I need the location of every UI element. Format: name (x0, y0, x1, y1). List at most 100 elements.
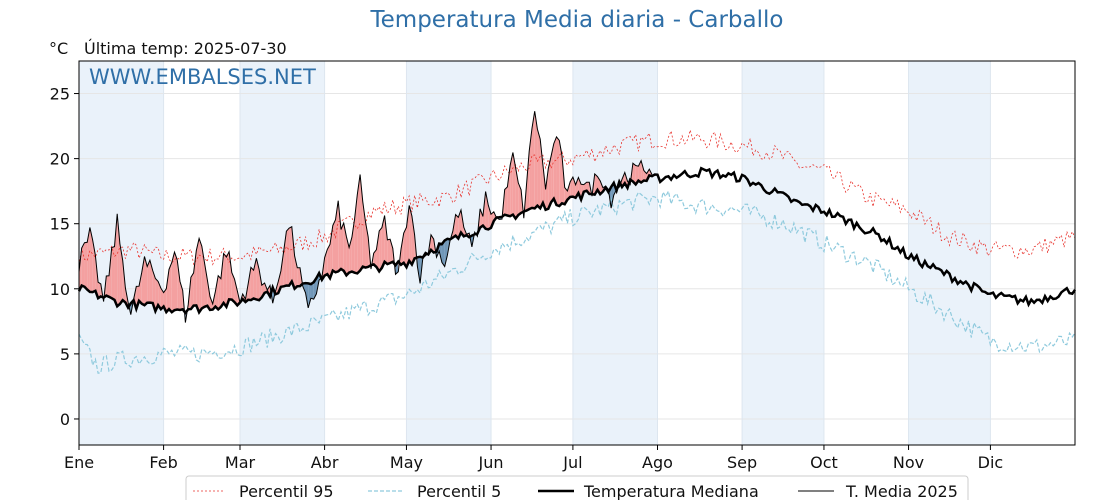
y-tick-label: 10 (50, 280, 70, 299)
anomaly-fill-above (556, 136, 560, 206)
watermark: WWW.EMBALSES.NET (89, 65, 316, 89)
anomaly-fill-above (286, 228, 290, 286)
y-axis-ticks: 0 5 10 15 20 25 (50, 85, 79, 429)
anomaly-fill-above (98, 282, 101, 299)
anomaly-fill-below (313, 278, 317, 300)
anomaly-fill-above (526, 151, 530, 211)
anomaly-fill-above (111, 246, 115, 300)
anomaly-fill-above (169, 262, 172, 313)
anomaly-fill-above (158, 281, 161, 310)
anomaly-fill-below (308, 283, 311, 308)
x-tick-label: Oct (810, 453, 838, 472)
anomaly-fill-above (351, 218, 355, 273)
x-tick-label: Abr (311, 453, 339, 472)
anomaly-fill-above (365, 221, 369, 268)
current-year-line (78, 111, 653, 323)
anomaly-fill-above (190, 272, 194, 310)
anomaly-fill-above (534, 111, 538, 209)
anomaly-fill-above (234, 279, 238, 306)
x-tick-label: Jul (562, 453, 582, 472)
anomaly-fill-above (215, 275, 219, 310)
anomaly-fill-above (289, 226, 292, 286)
anomaly-fill-below (444, 238, 448, 267)
anomaly-fill-above (166, 269, 170, 313)
anomaly-fill-above (379, 227, 382, 272)
anomaly-fill-above (512, 152, 516, 219)
percentil-95-line (78, 128, 1076, 266)
anomaly-fill-above (84, 242, 88, 290)
x-tick-label: Jun (478, 453, 504, 472)
anomaly-fill-above (291, 226, 295, 289)
anomaly-fill-above (87, 227, 90, 292)
anomaly-fill-above (109, 247, 112, 299)
anomaly-fill-above (531, 111, 535, 209)
last-temperature-label: Última temp: 2025-07-30 (84, 39, 287, 58)
x-tick-label: Feb (149, 453, 177, 472)
anomaly-fill-above (177, 259, 180, 311)
anomaly-fill-above (400, 233, 404, 265)
anomaly-fill-above (250, 267, 254, 301)
anomaly-fill-above (89, 227, 93, 293)
anomaly-fill-above (510, 152, 513, 217)
month-band (908, 61, 991, 445)
x-tick-label: Mar (225, 453, 256, 472)
anomaly-fill-above (196, 238, 200, 313)
anomaly-fill-above (147, 260, 150, 303)
anomaly-fill-above (455, 214, 459, 239)
anomaly-fill-above (381, 215, 385, 268)
anomaly-fill-above (409, 205, 412, 265)
anomaly-fill-above (106, 275, 110, 297)
anomaly-fill-above (488, 205, 492, 230)
anomaly-fill-above (411, 216, 415, 265)
anomaly-fill-above (480, 208, 483, 228)
anomaly-fill-above (507, 165, 511, 217)
chart-title: Temperatura Media diaria - Carballo (370, 7, 784, 33)
legend-label: Percentil 95 (239, 482, 334, 500)
anomaly-fill-above (152, 270, 156, 312)
anomaly-fill-above (537, 129, 541, 209)
anomaly-fill-above (259, 269, 262, 301)
anomaly-fill-above (283, 231, 287, 287)
x-tick-label: Nov (893, 453, 924, 472)
month-band (742, 61, 824, 445)
anomaly-fill-above (114, 213, 118, 307)
anomaly-fill-above (387, 239, 391, 265)
legend-label: Temperatura Mediana (583, 482, 759, 500)
anomaly-fill-above (343, 223, 347, 276)
anomaly-fill-below (441, 240, 445, 267)
anomaly-fill-above (79, 247, 82, 292)
anomaly-fill-above (551, 143, 554, 203)
x-tick-label: Ago (642, 453, 673, 472)
anomaly-fill-above (193, 250, 197, 306)
anomaly-fill-above (335, 200, 339, 273)
x-tick-label: May (390, 453, 423, 472)
month-bands (79, 61, 991, 445)
anomaly-fill-above (340, 223, 344, 271)
anomaly-fill-above (155, 278, 159, 312)
legend-label: T. Media 2025 (845, 482, 958, 500)
median-line (77, 166, 1077, 316)
x-axis-ticks: Ene Feb Mar Abr May Jun Jul Ago Sep Oct Nov Dic (64, 445, 1003, 472)
anomaly-fill-above (570, 177, 573, 197)
anomaly-fill-above (376, 230, 380, 272)
anomaly-fill-above (171, 252, 175, 313)
anomaly-fill-above (160, 288, 164, 310)
anomaly-fill-above (209, 296, 213, 310)
anomaly-fill-above (406, 205, 410, 268)
anomaly-fill-above (207, 279, 210, 310)
anomaly-fill-above (81, 242, 85, 287)
anomaly-fill-above (431, 234, 434, 253)
anomaly-fill-above (390, 239, 393, 264)
y-tick-label: 0 (60, 410, 70, 429)
anomaly-fill-above (144, 256, 148, 306)
anomaly-fill-above (338, 200, 341, 272)
percentil-5-line (78, 189, 1076, 374)
anomaly-fill-above (632, 163, 636, 185)
anomaly-fill-above (220, 253, 224, 307)
anomaly-fill-above (294, 255, 298, 289)
anomaly-fill-above (199, 238, 202, 313)
y-axis-unit: °C (49, 39, 69, 58)
anomaly-fill-above (548, 156, 552, 209)
month-band (239, 61, 325, 445)
